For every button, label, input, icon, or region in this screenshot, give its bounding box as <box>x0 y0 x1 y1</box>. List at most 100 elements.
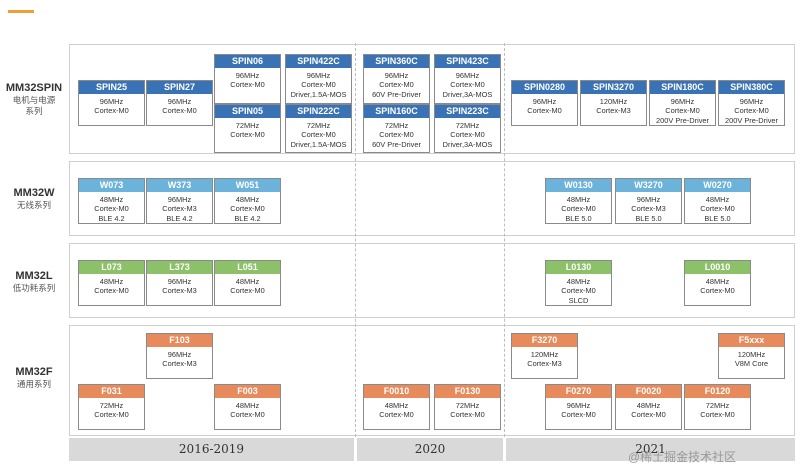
year-divider <box>504 43 505 437</box>
family-name: MM32W <box>13 187 55 199</box>
family-subtitle: 无线系列 <box>16 200 51 210</box>
chip-l0010: L0010 48MHz Cortex-M0 <box>684 260 751 306</box>
chip-spin423c: SPIN423C 96MHz Cortex-M0 Driver,3A-MOS <box>434 54 501 104</box>
chip-name: L051 <box>215 261 280 274</box>
family-subtitle: 低功耗系列 <box>12 283 56 293</box>
chip-name: SPIN422C <box>286 55 351 68</box>
chip-specs: 96MHz Cortex-M3 BLE 5.0 <box>631 195 666 223</box>
chip-spin25: SPIN25 96MHz Cortex-M0 <box>78 80 145 126</box>
chip-name: W0130 <box>546 179 611 192</box>
chip-specs: 96MHz Cortex-M0 Driver,3A-MOS <box>442 71 493 99</box>
chip-specs: 120MHz Cortex-M3 <box>527 350 562 369</box>
chip-name: SPIN25 <box>79 81 144 94</box>
chip-name: W051 <box>215 179 280 192</box>
chip-f003: F003 48MHz Cortex-M0 <box>214 384 281 430</box>
chip-name: L0010 <box>685 261 750 274</box>
chip-specs: 48MHz Cortex-M0 <box>230 277 265 296</box>
chip-specs: 96MHz Cortex-M3 <box>162 350 197 369</box>
chip-specs: 48MHz Cortex-M0 <box>94 277 129 296</box>
chip-w0130: W0130 48MHz Cortex-M0 BLE 5.0 <box>545 178 612 224</box>
chip-name: SPIN05 <box>215 105 280 118</box>
chip-name: F0270 <box>546 385 611 398</box>
family-name: MM32SPIN <box>5 82 63 94</box>
chip-name: F0010 <box>364 385 429 398</box>
chip-name: L073 <box>79 261 144 274</box>
chip-specs: 48MHz Cortex-M0 <box>700 277 735 296</box>
chip-specs: 72MHz Cortex-M0 60V Pre-Driver <box>372 121 421 149</box>
chip-specs: 72MHz Cortex-M0 Driver,1.5A-MOS <box>290 121 347 149</box>
chip-specs: 96MHz Cortex-M0 <box>561 401 596 420</box>
chip-spin180c: SPIN180C 96MHz Cortex-M0 200V Pre-Driver <box>649 80 716 126</box>
chip-name: SPIN27 <box>147 81 212 94</box>
chip-spin222c: SPIN222C 72MHz Cortex-M0 Driver,1.5A-MOS <box>285 104 352 153</box>
chip-f0020: F0020 48MHz Cortex-M0 <box>615 384 682 430</box>
chip-name: W373 <box>147 179 212 192</box>
chip-specs: 72MHz Cortex-M0 <box>94 401 129 420</box>
watermark: @稀土掘金技术社区 <box>628 450 737 464</box>
chip-spin160c: SPIN160C 72MHz Cortex-M0 60V Pre-Driver <box>363 104 430 153</box>
chip-name: SPIN423C <box>435 55 500 68</box>
chip-l0130: L0130 48MHz Cortex-M0 SLCD <box>545 260 612 306</box>
chip-specs: 72MHz Cortex-M0 Driver,3A-MOS <box>442 121 493 149</box>
chip-specs: 96MHz Cortex-M0 200V Pre-Driver <box>656 97 709 125</box>
chip-specs: 96MHz Cortex-M0 <box>527 97 562 116</box>
chip-specs: 48MHz Cortex-M0 BLE 4.2 <box>94 195 129 223</box>
chip-specs: 96MHz Cortex-M0 60V Pre-Driver <box>372 71 421 99</box>
chip-w073: W073 48MHz Cortex-M0 BLE 4.2 <box>78 178 145 224</box>
chip-specs: 72MHz Cortex-M0 <box>700 401 735 420</box>
chip-specs: 96MHz Cortex-M3 <box>162 277 197 296</box>
chip-name: SPIN380C <box>719 81 784 94</box>
chip-f031: F031 72MHz Cortex-M0 <box>78 384 145 430</box>
chip-name: SPIN360C <box>364 55 429 68</box>
chip-l373: L373 96MHz Cortex-M3 <box>146 260 213 306</box>
timeline-band <box>506 438 795 461</box>
family-name: MM32F <box>15 366 53 378</box>
chip-name: SPIN222C <box>286 105 351 118</box>
chip-specs: 96MHz Cortex-M0 <box>162 97 197 116</box>
chip-name: F031 <box>79 385 144 398</box>
chip-specs: 48MHz Cortex-M0 BLE 4.2 <box>230 195 265 223</box>
timeline-band <box>357 438 503 461</box>
year-divider <box>355 43 356 437</box>
chip-l073: L073 48MHz Cortex-M0 <box>78 260 145 306</box>
chip-specs: 48MHz Cortex-M0 BLE 5.0 <box>561 195 596 223</box>
chip-name: F103 <box>147 334 212 347</box>
chip-name: SPIN223C <box>435 105 500 118</box>
chip-specs: 96MHz Cortex-M0 <box>94 97 129 116</box>
family-label-l: MM32L 低功耗系列 <box>2 270 66 294</box>
chip-w051: W051 48MHz Cortex-M0 BLE 4.2 <box>214 178 281 224</box>
chip-w0270: W0270 48MHz Cortex-M0 BLE 5.0 <box>684 178 751 224</box>
timeline-label-2016-2019: 2016-2019 <box>178 442 245 456</box>
chip-specs: 48MHz Cortex-M0 <box>631 401 666 420</box>
chip-name: SPIN3270 <box>581 81 646 94</box>
chip-f5xxx: F5xxx 120MHz V8M Core <box>718 333 785 379</box>
chip-w3270: W3270 96MHz Cortex-M3 BLE 5.0 <box>615 178 682 224</box>
chip-specs: 96MHz Cortex-M0 Driver,1.5A-MOS <box>290 71 347 99</box>
chip-name: SPIN160C <box>364 105 429 118</box>
chip-spin223c: SPIN223C 72MHz Cortex-M0 Driver,3A-MOS <box>434 104 501 153</box>
chip-spin0280: SPIN0280 96MHz Cortex-M0 <box>511 80 578 126</box>
chip-specs: 72MHz Cortex-M0 <box>230 121 265 140</box>
chip-name: W0270 <box>685 179 750 192</box>
chip-specs: 48MHz Cortex-M0 SLCD <box>561 277 596 305</box>
chip-name: SPIN180C <box>650 81 715 94</box>
chip-spin05: SPIN05 72MHz Cortex-M0 <box>214 104 281 153</box>
family-subtitle: 系列 <box>25 106 43 116</box>
chip-f0010: F0010 48MHz Cortex-M0 <box>363 384 430 430</box>
chip-name: F5xxx <box>719 334 784 347</box>
chip-spin3270: SPIN3270 120MHz Cortex-M3 <box>580 80 647 126</box>
family-label-f: MM32F 通用系列 <box>2 366 66 390</box>
chip-f0270: F0270 96MHz Cortex-M0 <box>545 384 612 430</box>
accent-bar <box>8 10 34 13</box>
family-label-w: MM32W 无线系列 <box>2 187 66 211</box>
chip-name: W3270 <box>616 179 681 192</box>
chip-w373: W373 96MHz Cortex-M3 BLE 4.2 <box>146 178 213 224</box>
chip-f103: F103 96MHz Cortex-M3 <box>146 333 213 379</box>
family-subtitle: 通用系列 <box>16 379 51 389</box>
chip-specs: 120MHz V8M Core <box>734 350 769 369</box>
chip-name: F0120 <box>685 385 750 398</box>
family-name: MM32L <box>15 270 53 282</box>
chip-name: L0130 <box>546 261 611 274</box>
chip-specs: 96MHz Cortex-M3 BLE 4.2 <box>162 195 197 223</box>
chip-specs: 96MHz Cortex-M0 <box>230 71 265 90</box>
